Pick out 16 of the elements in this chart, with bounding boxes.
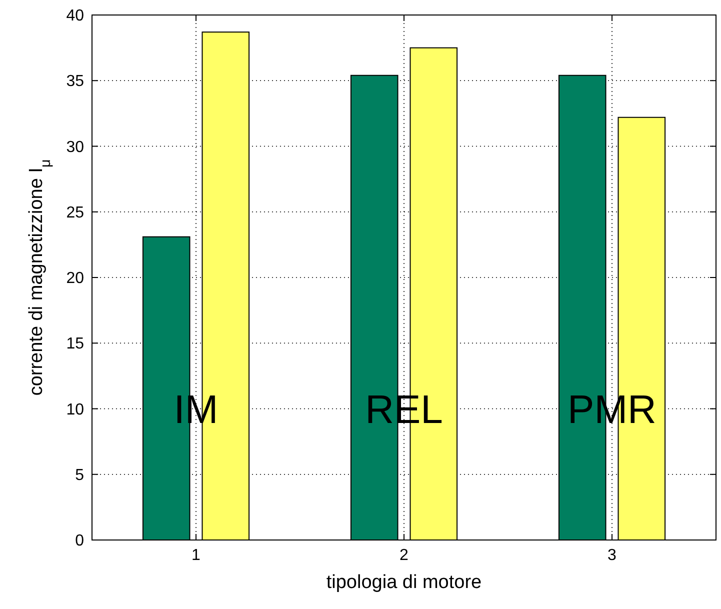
- annotation: REL: [365, 388, 443, 432]
- annotation: PMR: [568, 388, 656, 432]
- y-tick-label: 20: [66, 270, 84, 288]
- x-tick-label: 1: [192, 547, 201, 564]
- y-tick-label: 15: [66, 336, 84, 353]
- annotation: IM: [174, 388, 218, 432]
- y-tick-label: 0: [75, 532, 84, 550]
- y-tick-label: 5: [75, 466, 84, 484]
- x-tick-label: 3: [608, 547, 617, 564]
- y-tick-label: 35: [66, 73, 84, 90]
- x-tick-label: 2: [400, 547, 409, 564]
- y-tick-label: 40: [66, 8, 84, 25]
- y-tick-label: 30: [66, 138, 84, 156]
- x-axis-title: tipologia di motore: [326, 572, 482, 593]
- y-tick-label: 10: [66, 401, 84, 418]
- y-tick-label: 25: [66, 204, 84, 222]
